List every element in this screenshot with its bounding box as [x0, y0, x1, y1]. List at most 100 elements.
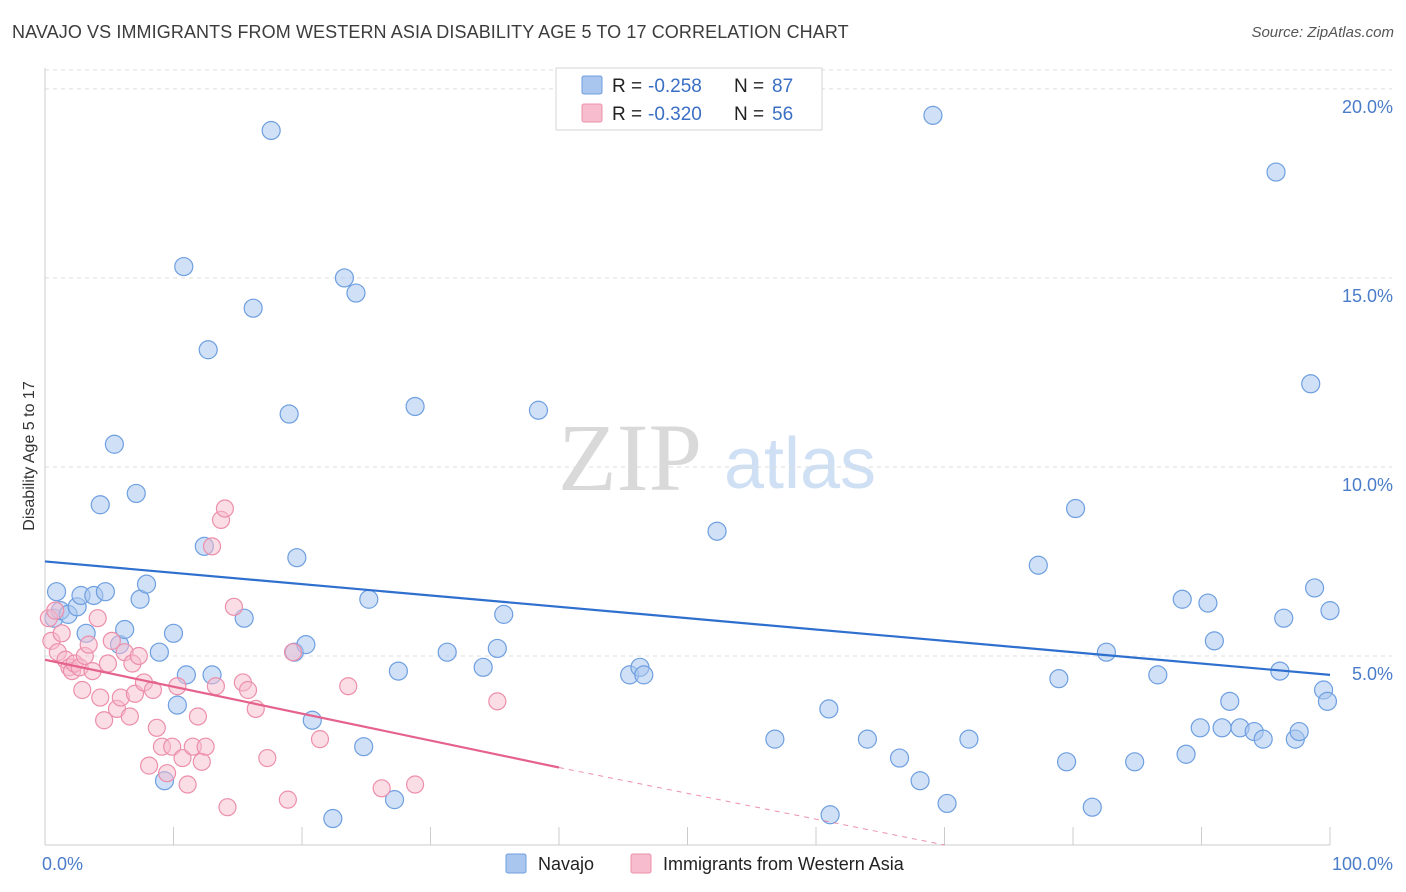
- navajo-point: [334, 268, 355, 288]
- immigrants-trend-extension: [558, 767, 945, 846]
- immigrants-point: [258, 748, 277, 768]
- legend-n-label: N =: [734, 76, 764, 97]
- bottom-legend: Navajo Immigrants from Western Asia: [505, 853, 905, 874]
- navajo-point: [487, 638, 507, 659]
- bottom-legend-immigrants: Immigrants from Western Asia: [663, 854, 905, 874]
- immigrants-point: [202, 537, 222, 556]
- bottom-legend-swatch-immigrants: [630, 853, 652, 874]
- navajo-point: [1056, 752, 1077, 772]
- navajo-point: [167, 695, 187, 715]
- watermark-atlas: atlas: [724, 424, 876, 504]
- immigrants-point: [405, 775, 425, 794]
- navajo-point: [388, 661, 408, 681]
- navajo-point: [384, 790, 405, 810]
- watermark-zip: ZIP: [558, 404, 702, 511]
- immigrants-point: [157, 764, 177, 783]
- navajo-point: [90, 495, 110, 515]
- legend-r-label-2: R =: [612, 104, 642, 125]
- navajo-point: [1082, 797, 1102, 817]
- immigrants-point: [173, 748, 192, 768]
- series-immigrants: [39, 499, 507, 817]
- navajo-point: [1304, 578, 1325, 598]
- immigrants-point: [178, 775, 197, 794]
- navajo-point: [473, 657, 493, 677]
- legend-swatch-immigrants: [581, 103, 603, 123]
- navajo-point: [104, 434, 124, 454]
- y-tick-label: 10.0%: [1342, 475, 1393, 495]
- immigrants-point: [310, 730, 330, 749]
- navajo-point: [1065, 498, 1086, 519]
- immigrants-point: [238, 680, 258, 700]
- navajo-point: [1049, 669, 1069, 689]
- x-tick-label-max: 100.0%: [1332, 854, 1393, 874]
- legend-swatch-navajo: [581, 75, 603, 95]
- navajo-point: [1204, 631, 1224, 651]
- navajo-point: [910, 771, 930, 791]
- navajo-point: [820, 805, 840, 825]
- navajo-trend-line: [44, 560, 1331, 676]
- immigrants-point: [206, 677, 226, 696]
- navajo-point: [634, 665, 654, 685]
- immigrants-point: [163, 737, 182, 756]
- navajo-point: [765, 729, 785, 749]
- chart-title: NAVAJO VS IMMIGRANTS FROM WESTERN ASIA D…: [12, 22, 849, 42]
- y-tick-label: 20.0%: [1342, 97, 1393, 117]
- bottom-legend-swatch-navajo: [505, 853, 527, 874]
- immigrants-point: [224, 597, 243, 616]
- navajo-point: [1274, 608, 1294, 628]
- immigrants-point: [120, 707, 139, 726]
- immigrants-point: [372, 779, 391, 798]
- navajo-point: [1220, 691, 1240, 711]
- x-tick-label-min: 0.0%: [42, 854, 83, 874]
- navajo-point: [174, 256, 194, 277]
- immigrants-point: [188, 707, 208, 726]
- immigrants-point: [129, 646, 148, 666]
- tick-labels: 5.0% 10.0% 15.0% 20.0% 0.0% 100.0%: [42, 97, 1393, 874]
- axes: [44, 68, 1331, 846]
- navajo-point: [1289, 721, 1309, 742]
- immigrants-point: [488, 692, 507, 711]
- navajo-point: [126, 483, 146, 504]
- navajo-point: [279, 404, 299, 424]
- navajo-point: [1096, 642, 1117, 662]
- y-axis-label: Disability Age 5 to 17: [21, 381, 38, 531]
- immigrants-point: [278, 790, 297, 809]
- navajo-point: [437, 642, 457, 662]
- immigrants-point: [102, 631, 121, 650]
- immigrants-point: [283, 643, 303, 662]
- navajo-point: [707, 521, 727, 541]
- navajo-point: [405, 396, 425, 417]
- navajo-point: [889, 748, 910, 768]
- navajo-point: [1176, 744, 1196, 764]
- navajo-point: [1253, 729, 1273, 749]
- immigrants-point: [215, 499, 234, 518]
- navajo-point: [1212, 718, 1232, 738]
- navajo-point: [819, 699, 839, 719]
- immigrants-point: [98, 654, 118, 673]
- legend-r-value-immigrants: -0.320: [648, 104, 702, 125]
- immigrants-point: [79, 635, 98, 654]
- navajo-point: [1198, 593, 1218, 613]
- legend-n-value-navajo: 87: [772, 76, 793, 97]
- immigrants-trend-line: [44, 658, 560, 769]
- navajo-point: [359, 589, 379, 609]
- navajo-point: [354, 737, 374, 757]
- immigrants-point: [218, 798, 237, 817]
- navajo-point: [1125, 752, 1145, 772]
- navajo-point: [1317, 691, 1338, 711]
- immigrants-point: [339, 677, 358, 696]
- navajo-point: [323, 808, 343, 829]
- y-tick-label: 5.0%: [1352, 664, 1393, 684]
- immigrants-point: [95, 711, 114, 730]
- immigrants-point: [46, 601, 65, 620]
- immigrants-point: [147, 718, 166, 737]
- navajo-point: [149, 642, 169, 662]
- source-label: Source: ZipAtlas.com: [1251, 24, 1394, 41]
- legend-box: R = -0.258 N = 87 R = -0.320 N = 56: [555, 67, 823, 131]
- immigrants-point: [91, 688, 110, 707]
- navajo-point: [959, 729, 979, 749]
- navajo-point: [261, 120, 281, 141]
- y-tick-label: 15.0%: [1342, 286, 1393, 306]
- navajo-point: [1190, 718, 1210, 738]
